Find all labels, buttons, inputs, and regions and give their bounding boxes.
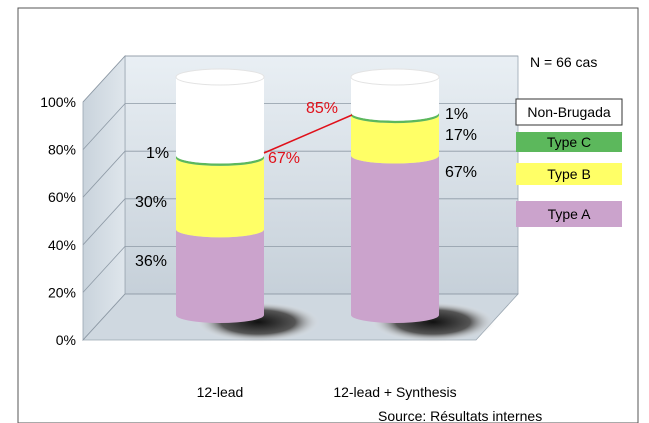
legend-label-type-c: Type C (547, 134, 591, 150)
gridline-side (82, 55, 126, 103)
segment-label: 1% (146, 145, 169, 162)
legend-swatch-type-a (516, 201, 622, 227)
legend: Type A Type B Type C Non-Brugada (515, 98, 623, 227)
side-wall (82, 54, 126, 342)
source-note: Source: Résultats internes (378, 408, 542, 423)
cylinder-segment-type-c (351, 112, 439, 124)
gridline-side (82, 293, 126, 341)
x-tick-label: 12-lead (197, 384, 244, 400)
cylinder-segment-non-brugada (351, 77, 439, 121)
legend-label-non-brugada: Non-Brugada (527, 104, 610, 120)
cylinder-segment-type-a (176, 229, 264, 323)
cylinder-segment-type-a (351, 155, 439, 323)
cylinder-top (175, 68, 265, 86)
y-tick-label: 60% (48, 189, 76, 205)
cylinder-segment-type-c (176, 155, 264, 166)
plot-area: 0% 20% 40% 60% 80% 100% 12-lead 12-lead + Synth… (40, 54, 519, 400)
y-tick-label: 100% (40, 94, 76, 110)
legend-swatch-type-c (516, 132, 622, 152)
y-tick-label: 20% (48, 284, 76, 300)
segment-label: 30% (135, 194, 167, 211)
cylinder-segment-type-b (176, 157, 264, 238)
cylinder-top (350, 68, 440, 86)
plot-frame (17, 7, 639, 423)
segment-label: 17% (445, 127, 477, 144)
legend-swatch-type-b (516, 163, 622, 185)
cumulative-label: 85% (306, 100, 338, 117)
segment-label: 36% (135, 253, 167, 270)
cumulative-line (263, 114, 353, 154)
segment-label: 67% (445, 164, 477, 181)
cylinder-segment-type-b (351, 115, 439, 164)
y-tick-label: 40% (48, 237, 76, 253)
legend-label-type-a: Type A (548, 206, 591, 222)
cumulative-label: 67% (268, 150, 300, 167)
gridline-side (82, 103, 126, 150)
gridline-side (82, 246, 126, 293)
sample-size-annotation: N = 66 cas (530, 54, 597, 70)
legend-label-type-b: Type B (547, 166, 591, 182)
y-tick-label: 80% (48, 142, 76, 158)
gridline-side (82, 198, 126, 246)
legend-swatch-non-brugada (515, 98, 623, 126)
cylinder-segment-non-brugada (176, 77, 264, 164)
x-tick-label: 12-lead + Synthesis (333, 384, 456, 400)
y-tick-label: 0% (56, 332, 76, 348)
segment-label: 1% (445, 106, 468, 123)
gridline-side (82, 150, 126, 198)
